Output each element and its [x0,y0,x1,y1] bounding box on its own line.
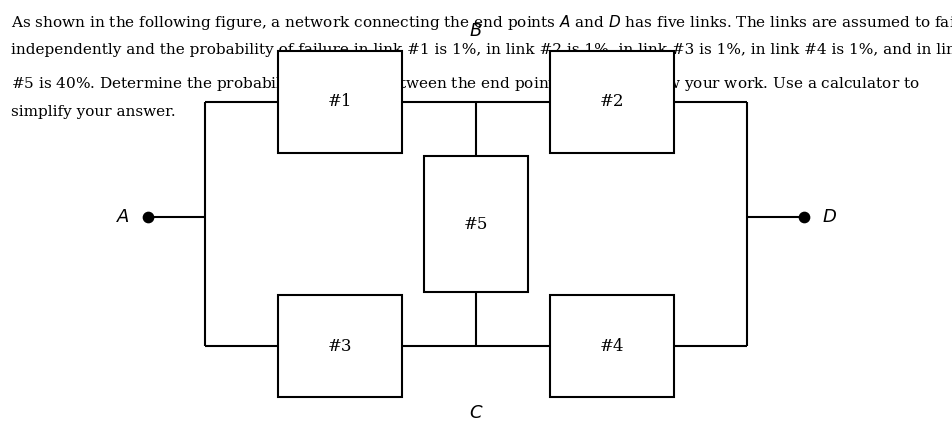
Text: #1: #1 [328,94,352,110]
Text: #2: #2 [600,94,624,110]
Bar [424,156,528,292]
Text: #3: #3 [328,338,352,355]
Point [797,213,812,220]
Bar [278,51,402,153]
Text: $\mathit{D}$: $\mathit{D}$ [822,208,837,226]
Text: #4: #4 [600,338,624,355]
Bar [550,51,674,153]
Text: $\mathit{B}$: $\mathit{B}$ [469,23,483,40]
Text: As shown in the following figure, a network connecting the end points $\mathit{A: As shown in the following figure, a netw… [11,13,952,32]
Bar [550,295,674,397]
Text: #5: #5 [464,216,488,233]
Text: $\mathit{C}$: $\mathit{C}$ [468,404,484,422]
Bar [278,295,402,397]
Text: #5 is 40%. Determine the probability of failure between the end points $\mathit{: #5 is 40%. Determine the probability of … [11,74,921,93]
Point [140,213,155,220]
Text: independently and the probability of failure in link #1 is 1%, in link #2 is 1%,: independently and the probability of fai… [11,43,952,57]
Text: simplify your answer.: simplify your answer. [11,105,176,119]
Text: $\mathit{A}$: $\mathit{A}$ [116,208,130,226]
